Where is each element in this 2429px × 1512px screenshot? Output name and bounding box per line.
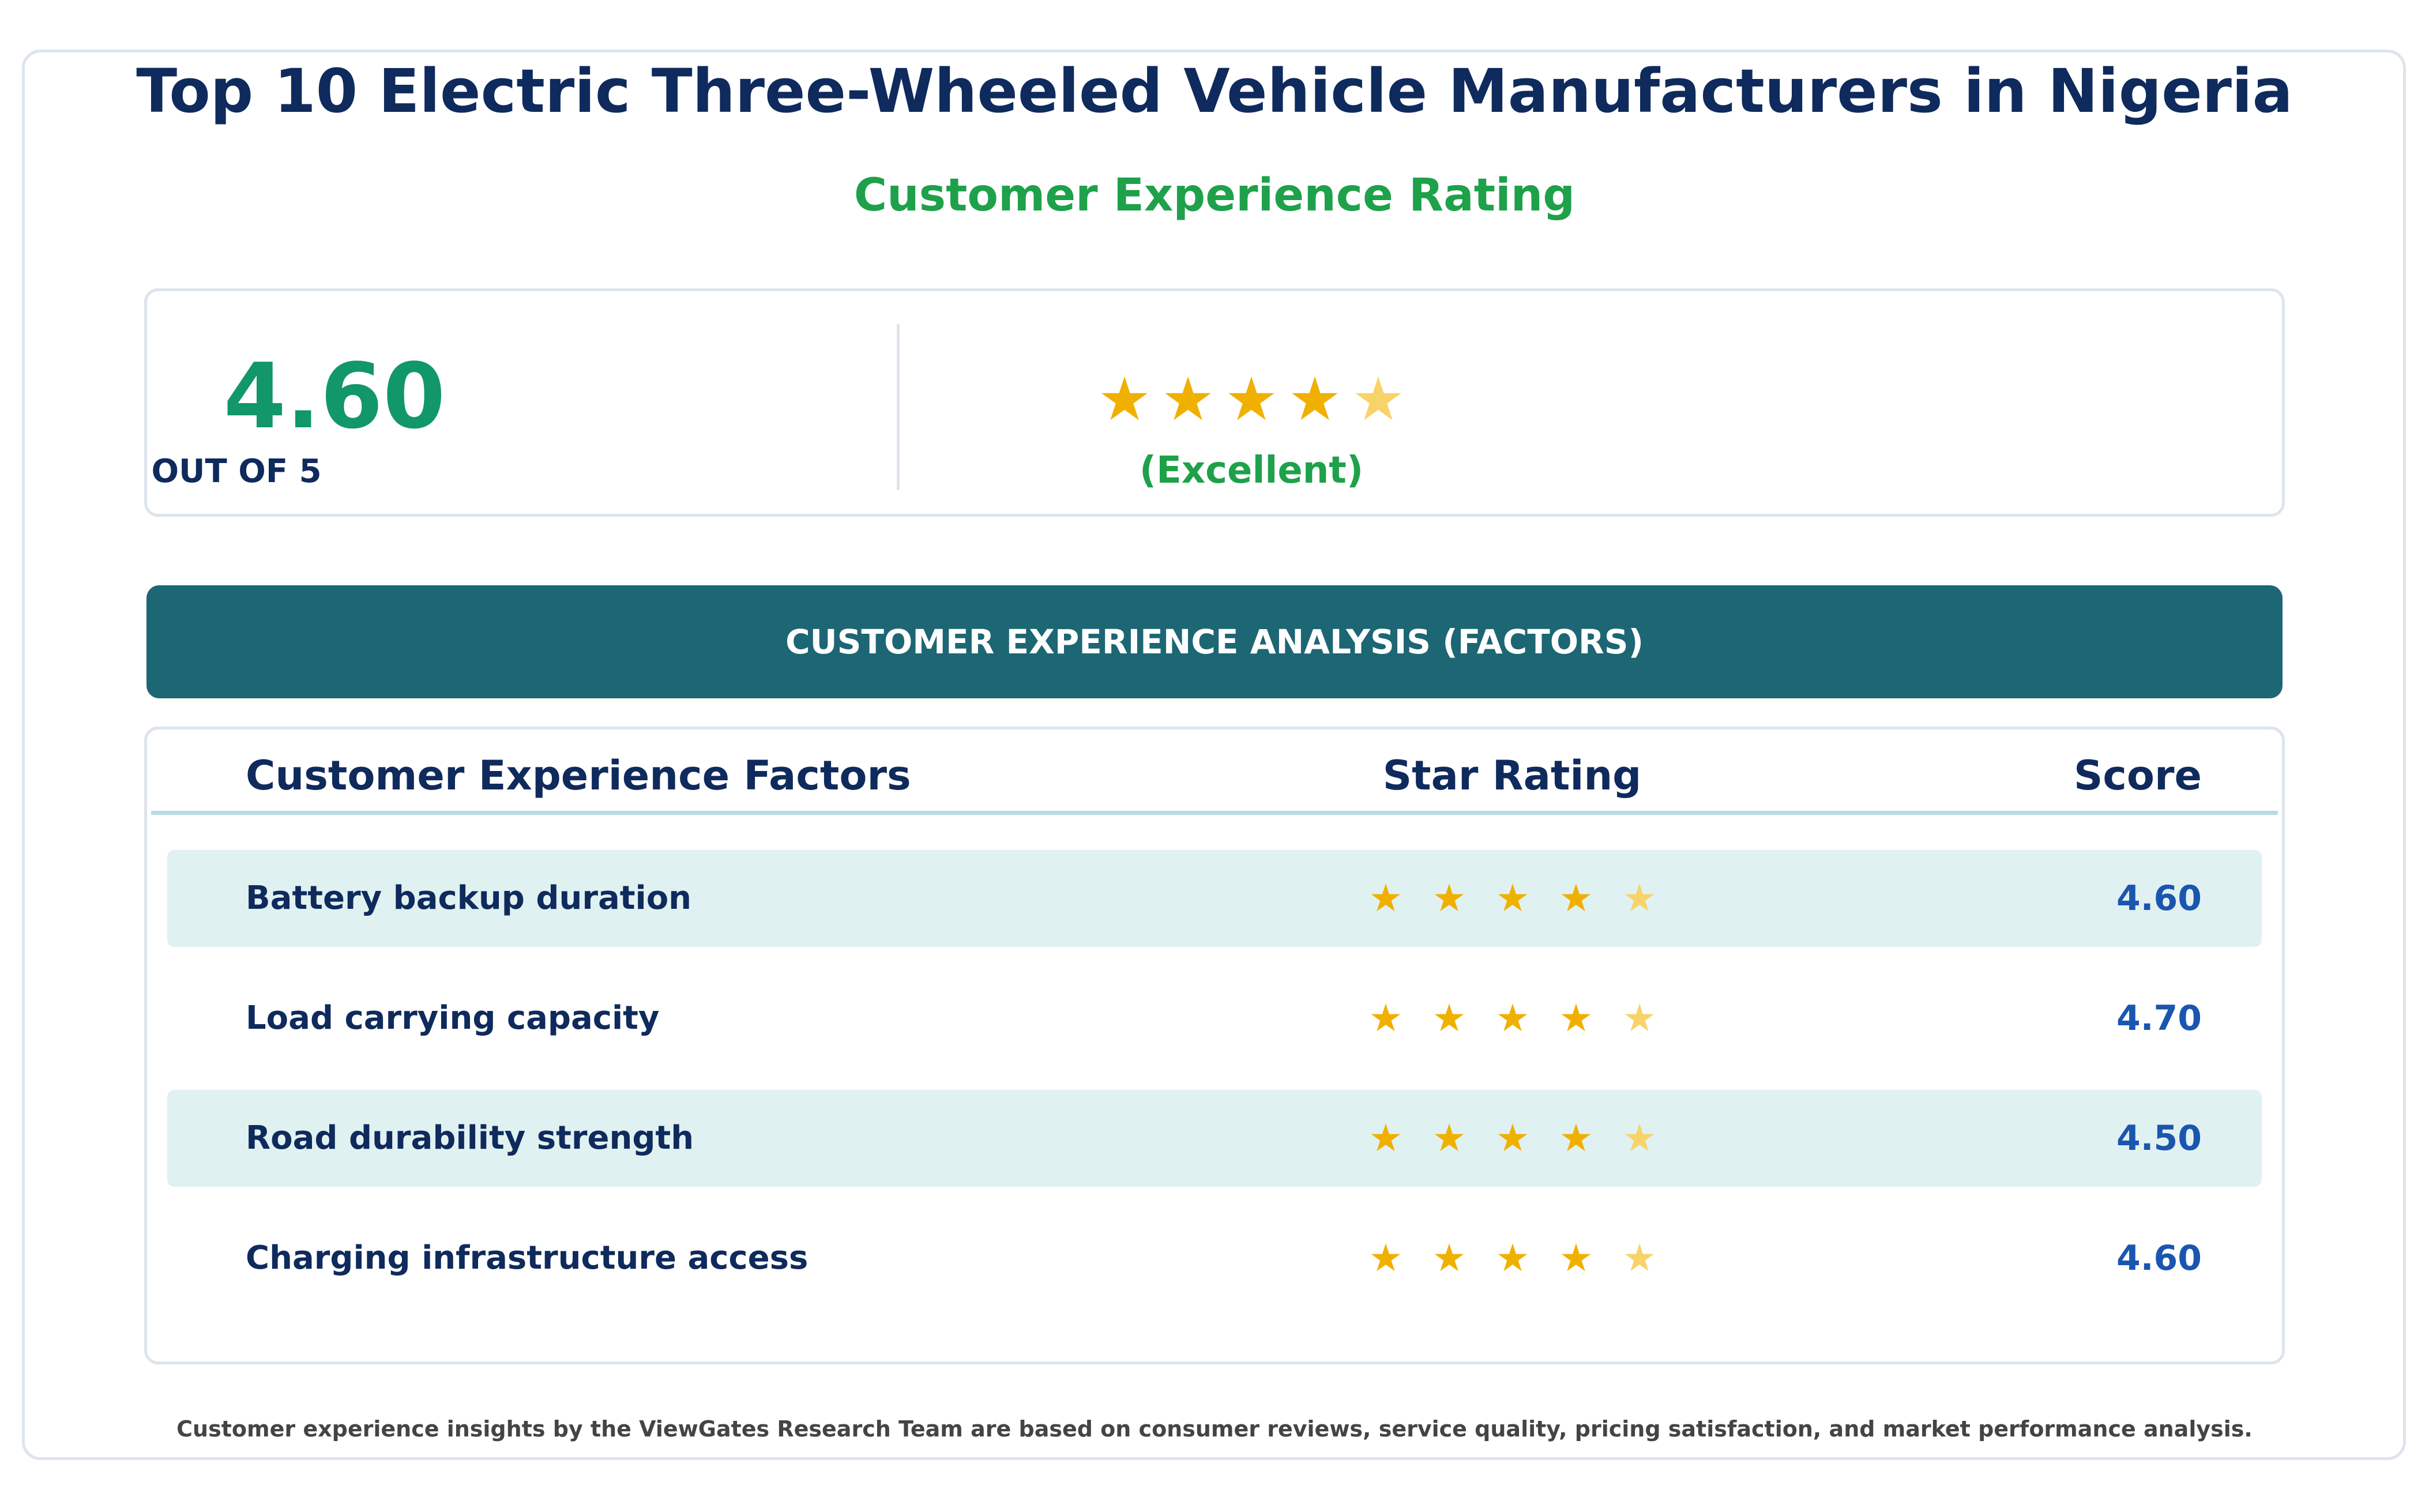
column-header-factor: Customer Experience Factors <box>246 752 911 799</box>
summary-divider <box>897 324 900 490</box>
factor-label: Charging infrastructure access <box>246 1239 809 1277</box>
star-icon: ★ <box>1432 876 1467 920</box>
factor-score: 4.60 <box>2116 1238 2202 1278</box>
star-icon: ★ <box>1097 364 1152 434</box>
factor-label: Load carrying capacity <box>246 999 660 1037</box>
table-header-divider <box>151 811 2278 815</box>
star-icon: ★ <box>1368 1116 1403 1160</box>
star-icon: ★ <box>1559 1116 1593 1160</box>
factor-score: 4.70 <box>2116 998 2202 1039</box>
factor-label: Road durability strength <box>246 1119 694 1157</box>
page-frame <box>22 50 2406 1460</box>
page-subtitle: Customer Experience Rating <box>853 170 1576 221</box>
star-icon: ★ <box>1622 1236 1657 1280</box>
factor-score: 4.50 <box>2116 1118 2202 1159</box>
star-icon: ★ <box>1368 996 1403 1040</box>
star-icon: ★ <box>1495 876 1530 920</box>
star-icon: ★ <box>1368 876 1403 920</box>
star-icon: ★ <box>1622 996 1657 1040</box>
star-icon: ★ <box>1495 1116 1530 1160</box>
star-icon: ★ <box>1622 876 1657 920</box>
factor-label: Battery backup duration <box>246 879 692 917</box>
page-title: Top 10 Electric Three-Wheeled Vehicle Ma… <box>136 56 2293 126</box>
star-icon: ★ <box>1224 364 1279 434</box>
star-icon: ★ <box>1432 1116 1467 1160</box>
star-icon: ★ <box>1432 1236 1467 1280</box>
factors-table <box>144 727 2285 1364</box>
factor-star-rating: ★ ★ ★ ★ ★ <box>1354 850 1671 947</box>
factor-score: 4.60 <box>2116 878 2202 919</box>
star-icon: ★ <box>1161 364 1215 434</box>
overall-score-scale: OUT OF 5 <box>151 453 322 490</box>
factor-star-rating: ★ ★ ★ ★ ★ <box>1354 970 1671 1067</box>
star-icon: ★ <box>1288 364 1342 434</box>
table-row: Battery backup duration ★ ★ ★ ★ ★ 4.60 <box>167 850 2262 947</box>
overall-score: 4.60 <box>223 344 446 449</box>
star-icon: ★ <box>1559 996 1593 1040</box>
star-icon: ★ <box>1495 1236 1530 1280</box>
star-icon: ★ <box>1432 996 1467 1040</box>
factor-star-rating: ★ ★ ★ ★ ★ <box>1354 1210 1671 1307</box>
factor-star-rating: ★ ★ ★ ★ ★ <box>1354 1090 1671 1187</box>
table-row: Load carrying capacity ★ ★ ★ ★ ★ 4.70 <box>167 970 2262 1067</box>
star-icon: ★ <box>1368 1236 1403 1280</box>
star-icon: ★ <box>1495 996 1530 1040</box>
summary-card <box>144 288 2285 517</box>
footnote: Customer experience insights by the View… <box>176 1416 2253 1442</box>
table-row: Charging infrastructure access ★ ★ ★ ★ ★ 4.60 <box>167 1210 2262 1307</box>
column-header-score: Score <box>2074 752 2202 799</box>
overall-rating-label: (Excellent) <box>1139 449 1364 492</box>
star-icon: ★ <box>1559 1236 1593 1280</box>
star-icon: ★ <box>1351 364 1405 434</box>
column-header-star-rating: Star Rating <box>1382 752 1642 799</box>
section-banner: CUSTOMER EXPERIENCE ANALYSIS (FACTORS) <box>146 585 2283 698</box>
overall-star-rating: ★ ★ ★ ★ ★ <box>1093 364 1410 434</box>
star-icon: ★ <box>1622 1116 1657 1160</box>
star-icon: ★ <box>1559 876 1593 920</box>
table-row: Road durability strength ★ ★ ★ ★ ★ 4.50 <box>167 1090 2262 1187</box>
